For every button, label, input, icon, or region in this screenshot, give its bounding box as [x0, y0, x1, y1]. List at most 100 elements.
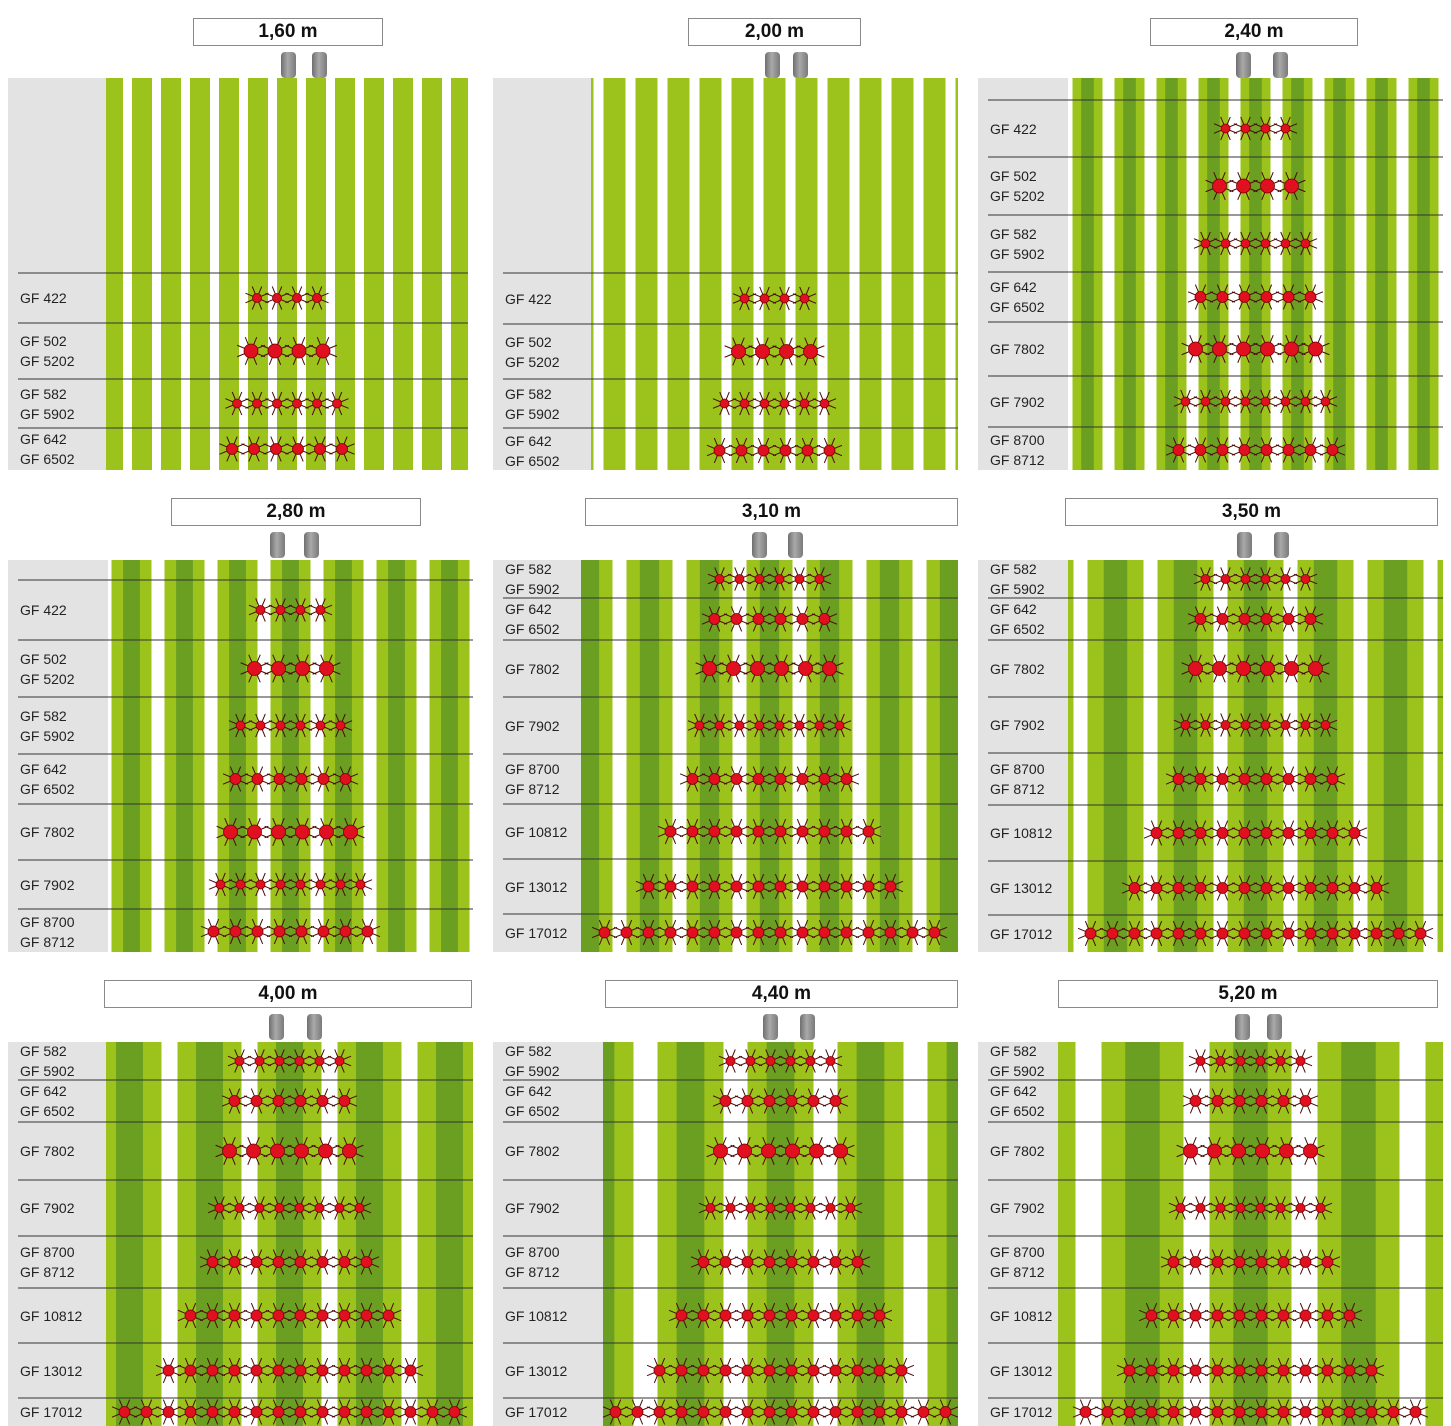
rotor-icon — [307, 436, 333, 462]
rotor-icon — [1253, 713, 1278, 737]
crop-row-dark-band — [436, 1042, 463, 1426]
rotor-icon — [745, 606, 772, 632]
rotor-icon — [1204, 1399, 1231, 1425]
spacing-panel: GF 422 GF 502 GF 5202 GF 582 GF 5902 GF 642… — [978, 78, 1443, 470]
rotor-icon — [701, 873, 728, 900]
tedder-model-label: GF 642 GF 6502 — [505, 432, 560, 469]
tedder-model-label: GF 7902 — [990, 1200, 1045, 1216]
tractor-wheel-icon — [1274, 532, 1289, 558]
crop-row-dark-band — [116, 1042, 143, 1426]
rotor-icon — [1209, 606, 1236, 632]
rotor-icon — [199, 1302, 226, 1329]
crop-row-dark-band — [229, 560, 246, 952]
rotor-icon — [772, 437, 799, 464]
tedder-model-label: GF 10812 — [990, 1307, 1053, 1324]
rotor-icon — [723, 818, 750, 845]
rotor-icon — [247, 1049, 272, 1073]
crop-row-dark-band — [1417, 78, 1430, 470]
row-spacing-title: 2,80 m — [171, 498, 421, 526]
rotor-icon — [657, 818, 684, 845]
rotor-icon — [811, 818, 838, 845]
tedder-model-label: GF 17012 — [505, 1404, 568, 1420]
tedder-model-label: GF 642 GF 6502 — [505, 601, 560, 637]
rotor-icon — [1314, 1249, 1341, 1275]
rotor-icon — [177, 1357, 204, 1384]
crop-row-stripe — [1425, 1042, 1443, 1426]
tractor-wheel-icon — [269, 1014, 284, 1040]
tedder-model-label: GF 422 — [20, 290, 67, 306]
rotor-icon — [778, 1136, 807, 1166]
tractor-wheel-icon — [800, 1014, 815, 1040]
rotor-icon — [1121, 920, 1148, 947]
rotor-icon — [1213, 389, 1238, 414]
spacing-panel: GF 582 GF 5902 GF 642 GF 6502 GF 7802 GF 79… — [978, 1042, 1443, 1426]
rotor-icon — [1208, 1196, 1233, 1220]
rotor-icon — [1319, 875, 1346, 901]
rotor-icon — [1226, 1399, 1253, 1425]
rotor-icon — [866, 1302, 893, 1329]
crop-row-stripe — [591, 78, 594, 470]
rotor-icon — [734, 1088, 761, 1114]
rotor-icon — [236, 336, 266, 366]
rotor-icon — [305, 286, 329, 310]
spacing-panel: GF 582 GF 5902 GF 642 GF 6502 GF 7802 GF 79… — [493, 1042, 958, 1426]
field-diagram — [8, 1042, 473, 1426]
rotor-icon — [1193, 389, 1218, 414]
rotor-icon — [1308, 1196, 1333, 1220]
tedder-model-label: GF 8700 GF 8712 — [20, 1244, 75, 1280]
rotor-icon — [822, 1357, 849, 1384]
crop-row-dark-band — [1383, 560, 1408, 952]
rotor-icon — [1226, 1088, 1253, 1114]
rotor-icon — [239, 1136, 268, 1166]
tedder-model-label: GF 502 GF 5202 — [505, 333, 560, 370]
rotor-icon — [1253, 875, 1280, 901]
rotor-icon — [706, 437, 733, 464]
rotor-icon — [877, 873, 904, 900]
rotor-icon — [1272, 1136, 1301, 1166]
rotor-icon — [243, 1249, 270, 1275]
rotor-icon — [772, 286, 797, 311]
rotor-icon — [397, 1399, 424, 1425]
rotor-icon — [1099, 920, 1126, 947]
rotor-icon — [265, 1302, 292, 1329]
rotor-icon — [734, 1399, 761, 1425]
rotor-icon — [1270, 1357, 1297, 1384]
rotor-icon — [1275, 820, 1302, 846]
rotor-icon — [1292, 1088, 1319, 1114]
tedder-model-label: GF 17012 — [20, 1404, 83, 1420]
rotor-icon — [1228, 1049, 1253, 1073]
rotor-icon — [1296, 1136, 1325, 1166]
rotor-icon — [815, 654, 844, 683]
tedder-model-label: GF 7802 — [505, 660, 560, 677]
field-diagram — [8, 78, 468, 470]
rotor-icon — [747, 713, 772, 738]
rotor-icon — [1182, 1088, 1209, 1114]
rotor-icon — [1407, 920, 1434, 947]
rotor-icon — [802, 1136, 831, 1166]
rotor-icon — [265, 1399, 292, 1425]
rotor-icon — [789, 818, 816, 845]
tedder-model-label: GF 422 — [990, 120, 1037, 137]
tedder-model-label: GF 13012 — [20, 1362, 83, 1379]
tractor-wheel-icon — [793, 52, 808, 78]
rotor-icon — [1226, 1249, 1253, 1275]
rotor-icon — [216, 817, 245, 847]
crop-row-dark-band — [1081, 78, 1094, 470]
rotor-icon — [838, 1196, 863, 1220]
rotor-icon — [748, 337, 777, 366]
crop-row-stripe — [277, 78, 297, 470]
rotor-icon — [1275, 606, 1302, 632]
rotor-icon — [397, 1357, 424, 1384]
rotor-icon — [758, 1196, 783, 1220]
rotor-icon — [910, 1399, 937, 1425]
field-diagram — [978, 1042, 1443, 1426]
rotor-icon — [1380, 1399, 1407, 1425]
crop-row-stripe — [451, 78, 468, 470]
row-spacing-title: 4,40 m — [605, 980, 958, 1008]
rotor-icon — [1297, 875, 1324, 901]
rotor-icon — [812, 391, 837, 416]
rotor-icon — [745, 873, 772, 900]
row-spacing-title: 1,60 m — [193, 18, 383, 46]
crop-row-dark-band — [1103, 560, 1128, 952]
crop-row-dark-band — [1123, 78, 1136, 470]
